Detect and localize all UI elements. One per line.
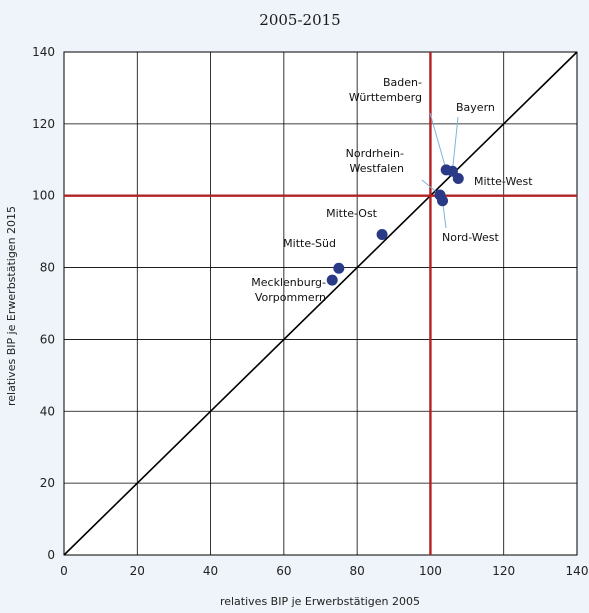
x-tick-label: 120 [492, 564, 515, 578]
data-label: Mitte-Süd [283, 237, 336, 250]
data-label: Nordrhein-Westfalen [346, 147, 404, 175]
y-tick-label: 20 [40, 476, 55, 490]
data-point [333, 262, 345, 274]
axis-ticks: 0 20 40 60 80 100 120 140 0 20 40 60 80 100 120 140 [32, 45, 588, 578]
data-point [437, 195, 449, 207]
y-axis-label: relatives BIP je Erwerbstätigen 2015 [5, 206, 18, 406]
data-point [452, 172, 464, 184]
diagonal-line [63, 51, 578, 556]
data-point [376, 229, 388, 241]
reference-lines [63, 51, 578, 556]
x-tick-label: 20 [130, 564, 145, 578]
leader-line [429, 112, 447, 170]
x-tick-label: 80 [350, 564, 365, 578]
y-tick-label: 140 [32, 45, 55, 59]
data-label: Mitte-Ost [326, 207, 378, 220]
data-labels: Baden-Württemberg Bayern Mitte-West Nordrhe… [251, 76, 533, 304]
x-tick-label: 100 [419, 564, 442, 578]
x-tick-label: 0 [60, 564, 68, 578]
data-points [326, 164, 464, 286]
y-tick-label: 40 [40, 404, 55, 418]
leader-line [451, 116, 459, 172]
data-label: Mecklenburg-Vorpommern [251, 276, 326, 304]
y-tick-label: 100 [32, 189, 55, 203]
x-tick-label: 40 [203, 564, 218, 578]
data-label: Baden-Württemberg [349, 76, 422, 104]
chart-title: 2005-2015 [259, 11, 340, 29]
data-label: Bayern [456, 101, 495, 114]
data-label: Nord-West [442, 231, 500, 244]
data-point [326, 274, 338, 286]
x-tick-label: 140 [566, 564, 589, 578]
y-tick-label: 120 [32, 117, 55, 131]
y-tick-label: 0 [47, 548, 55, 562]
data-label: Mitte-West [474, 175, 533, 188]
x-tick-label: 60 [276, 564, 291, 578]
y-tick-label: 60 [40, 332, 55, 346]
x-axis-label: relatives BIP je Erwerbstätigen 2005 [220, 595, 420, 608]
y-tick-label: 80 [40, 261, 55, 275]
